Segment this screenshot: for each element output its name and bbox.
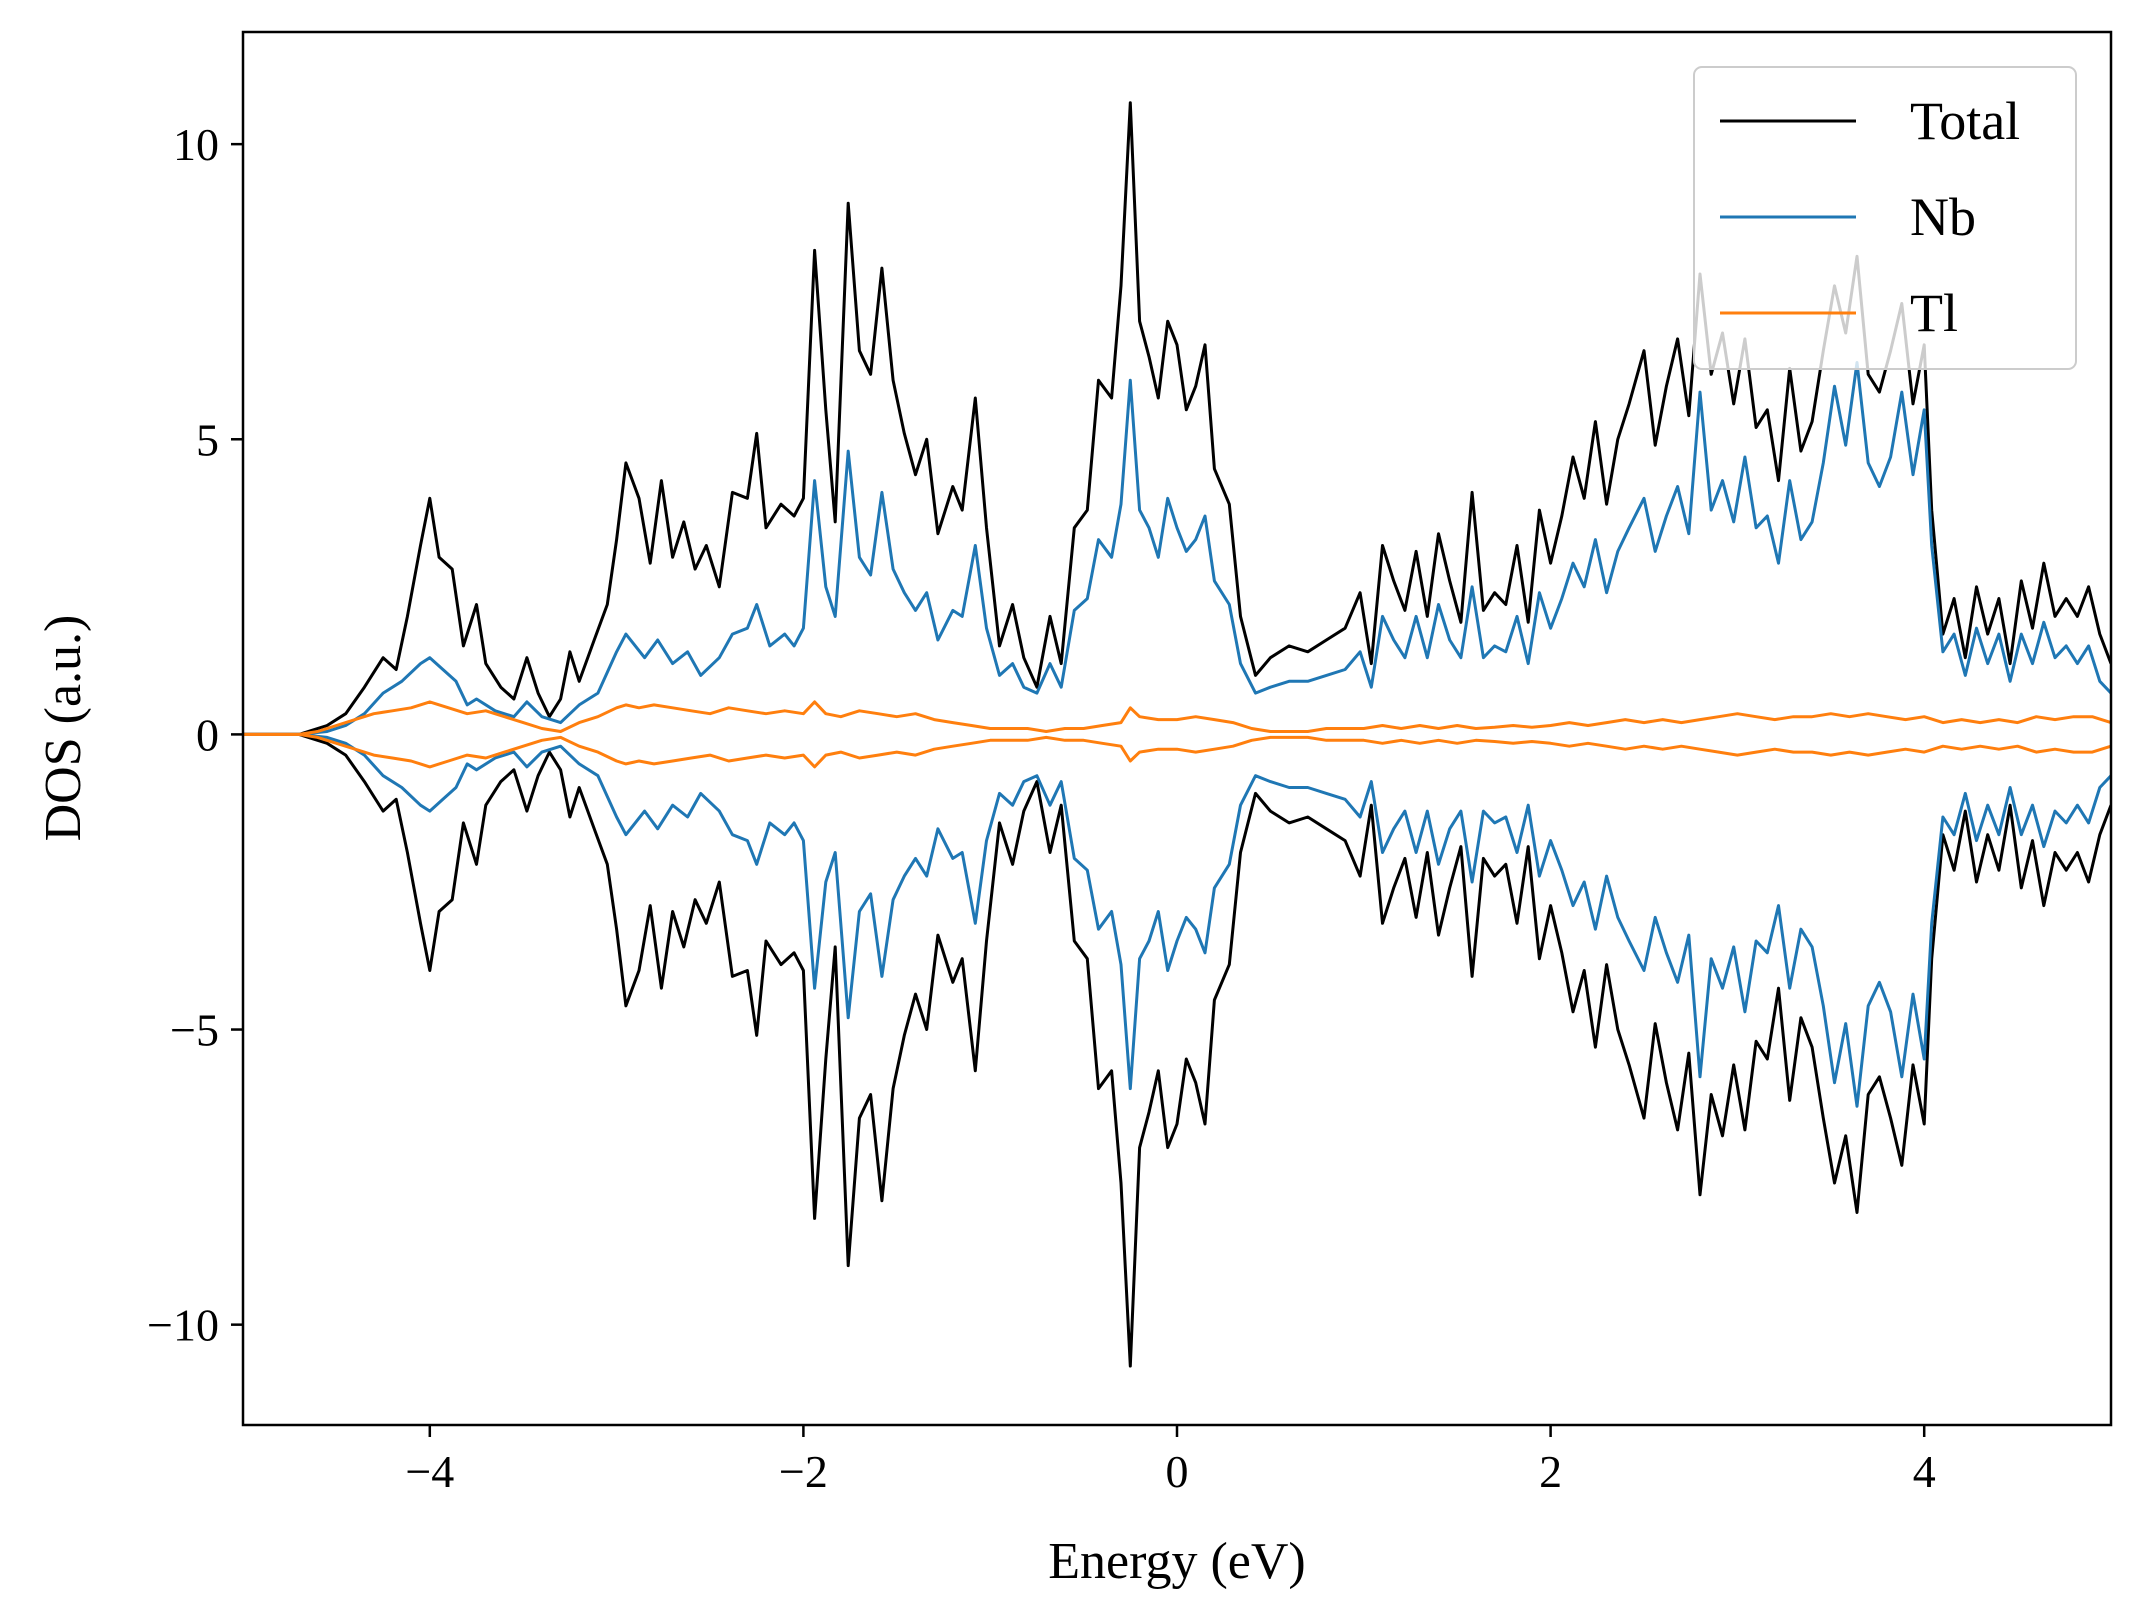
x-tick-label: −4 <box>405 1446 454 1497</box>
y-tick-label: 5 <box>196 414 219 465</box>
series-line-nb-spin-down <box>243 732 2111 1108</box>
series-layer <box>243 101 2111 1368</box>
y-axis-label: DOS (a.u.) <box>35 615 92 842</box>
y-tick-label: 0 <box>196 709 219 760</box>
legend-label-nb: Nb <box>1910 187 1976 247</box>
y-tick-label: 10 <box>173 119 219 170</box>
legend: Total Nb Tl <box>1693 66 2077 370</box>
legend-label-total: Total <box>1910 91 2020 151</box>
x-tick-label: 2 <box>1539 1446 1562 1497</box>
y-axis-ticks: 10 5 0 −5 −10 <box>147 119 243 1351</box>
x-axis-label: Energy (eV) <box>1048 1533 1306 1590</box>
legend-label-tl: Tl <box>1910 283 1958 343</box>
x-tick-label: −2 <box>779 1446 828 1497</box>
x-tick-label: 0 <box>1166 1446 1189 1497</box>
x-axis-ticks: −4 −2 0 2 4 <box>405 1425 1936 1497</box>
y-tick-label: −5 <box>170 1005 219 1056</box>
series-line-tl-spin-down <box>243 732 2111 769</box>
legend-box <box>1693 66 2077 370</box>
series-line-nb-spin-up <box>243 361 2111 736</box>
x-tick-label: 4 <box>1913 1446 1936 1497</box>
y-tick-label: −10 <box>147 1300 219 1351</box>
series-line-tl-spin-up <box>243 700 2111 736</box>
series-line-total-spin-down <box>243 732 2111 1368</box>
